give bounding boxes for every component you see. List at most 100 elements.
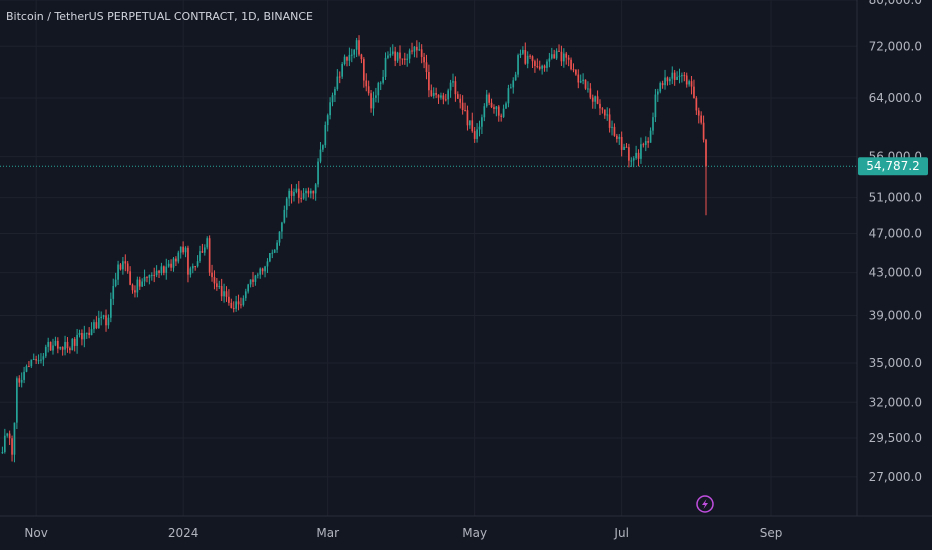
candle-body xyxy=(705,139,707,167)
candle-body xyxy=(322,145,324,150)
candle-body xyxy=(702,122,705,140)
price-tick-label: 29,500.0 xyxy=(869,431,922,445)
candle-body xyxy=(293,192,295,196)
candle-body xyxy=(40,359,42,361)
candle-body xyxy=(570,59,572,70)
chart-title: Bitcoin / TetherUS PERPETUAL CONTRACT, 1… xyxy=(6,10,313,23)
candle-body xyxy=(587,88,589,90)
candle-body xyxy=(66,341,69,349)
candle-body xyxy=(30,359,33,367)
candle-body xyxy=(11,438,13,455)
candle-body xyxy=(141,281,144,287)
candle-body xyxy=(213,277,216,284)
candle-body xyxy=(220,286,223,297)
candle-body xyxy=(507,88,510,104)
candle-body xyxy=(97,317,100,329)
candle-body xyxy=(560,51,563,62)
candle-body xyxy=(519,53,522,56)
candle-body xyxy=(514,74,517,81)
candle-body xyxy=(254,275,257,282)
candle-body xyxy=(350,54,353,56)
candle-body xyxy=(271,252,274,254)
candle-body xyxy=(531,56,534,62)
candle-body xyxy=(656,91,659,95)
candle-body xyxy=(640,144,642,159)
candle-body xyxy=(628,147,630,161)
candle-body xyxy=(281,222,283,232)
candle-body xyxy=(502,108,505,117)
candle-body xyxy=(297,188,300,198)
candle-body xyxy=(343,56,346,64)
candle-body xyxy=(459,98,462,103)
candle-body xyxy=(408,50,411,59)
candle-body xyxy=(444,99,447,101)
candle-body xyxy=(37,360,40,362)
candle-body xyxy=(100,316,103,318)
candle-body xyxy=(512,80,515,88)
candle-body xyxy=(187,247,189,275)
candle-body xyxy=(683,75,686,77)
candle-body xyxy=(565,53,568,58)
candle-body xyxy=(481,117,483,127)
lightning-icon[interactable] xyxy=(696,495,714,513)
candle-body xyxy=(461,102,464,110)
candle-body xyxy=(396,52,399,61)
candle-body xyxy=(218,286,221,288)
candle-body xyxy=(596,96,599,104)
candle-body xyxy=(163,266,165,273)
candle-body xyxy=(666,77,669,82)
candle-body xyxy=(240,304,242,306)
candle-body xyxy=(488,94,490,103)
candle-body xyxy=(73,338,76,346)
candle-body xyxy=(661,83,664,86)
candle-body xyxy=(225,291,228,297)
candle-body xyxy=(391,51,394,54)
candle-body xyxy=(102,315,105,317)
candle-body xyxy=(206,238,209,248)
candle-body xyxy=(3,435,6,452)
candle-body xyxy=(367,86,370,94)
candle-body xyxy=(124,261,127,264)
candle-body xyxy=(594,96,597,102)
candle-body xyxy=(232,307,235,309)
candle-body xyxy=(384,57,387,77)
price-tick-label: 80,000.0 xyxy=(869,0,922,7)
candle-body xyxy=(423,57,425,63)
candle-body xyxy=(83,333,86,340)
price-axis[interactable]: 80,000.072,000.064,000.056,000.051,000.0… xyxy=(869,0,922,484)
candle-body xyxy=(678,75,681,77)
candle-body xyxy=(112,286,115,299)
time-tick-label: Sep xyxy=(760,526,783,540)
candle-body xyxy=(235,301,237,309)
candle-body xyxy=(377,83,380,96)
candle-body xyxy=(228,296,230,303)
price-tick-label: 43,000.0 xyxy=(869,266,922,280)
candle-body xyxy=(500,115,503,117)
candle-body xyxy=(669,78,671,82)
candle-body xyxy=(406,58,409,60)
candle-body xyxy=(428,72,430,91)
candle-body xyxy=(418,49,421,51)
candle-body xyxy=(317,161,319,185)
candle-body xyxy=(584,79,587,89)
time-axis[interactable]: Nov 2024 Mar May Jul Sep xyxy=(24,526,782,540)
candle-body xyxy=(649,130,652,143)
candle-body xyxy=(167,263,170,267)
candle-body xyxy=(302,193,305,199)
last-price-label: 54,787.2 xyxy=(866,159,919,173)
candle-body xyxy=(550,54,553,59)
candle-body xyxy=(56,340,59,349)
candle-body xyxy=(273,249,276,253)
candle-body xyxy=(606,114,609,116)
candle-body xyxy=(329,102,331,116)
candle-body xyxy=(529,55,531,57)
candle-body xyxy=(387,55,389,58)
candle-body xyxy=(1,451,4,454)
candle-body xyxy=(52,345,54,351)
candle-body xyxy=(688,81,690,85)
candle-body xyxy=(555,50,558,59)
candle-body xyxy=(476,129,478,139)
price-tick-label: 47,000.0 xyxy=(869,227,922,241)
